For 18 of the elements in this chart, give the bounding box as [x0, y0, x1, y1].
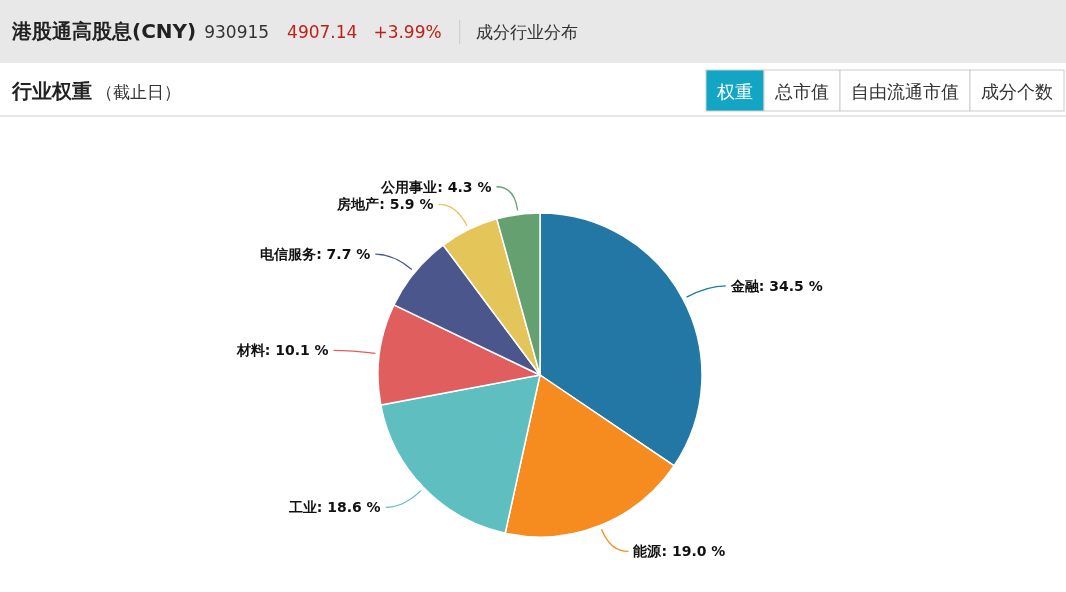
text: 权重 [716, 81, 753, 102]
text: 4907.14 [287, 22, 358, 42]
text: 行业权重 [11, 79, 92, 103]
text: 成分个数 [981, 81, 1053, 102]
slice-label: 工业: 18.6 % [287, 499, 381, 516]
text: 自由流通市值 [851, 81, 959, 102]
chart-subtitle: （截止日） [96, 82, 181, 102]
slice-label: 电信服务: 7.7 % [260, 246, 371, 263]
text: +3.99% [373, 22, 442, 42]
text: 总市值 [774, 81, 829, 102]
text: 港股通高股息(CNY) [11, 19, 197, 43]
slice-label: 材料: 10.1 % [235, 342, 329, 359]
slice-label: 能源: 19.0 % [633, 543, 726, 560]
text: 成分行业分布 [475, 22, 578, 42]
slice-label: 公用事业: 4.3 % [380, 178, 492, 195]
slice-label: 房地产: 5.9 % [336, 196, 434, 213]
slice-label: 金融: 34.5 % [729, 277, 823, 294]
text: 930915 [204, 22, 270, 42]
